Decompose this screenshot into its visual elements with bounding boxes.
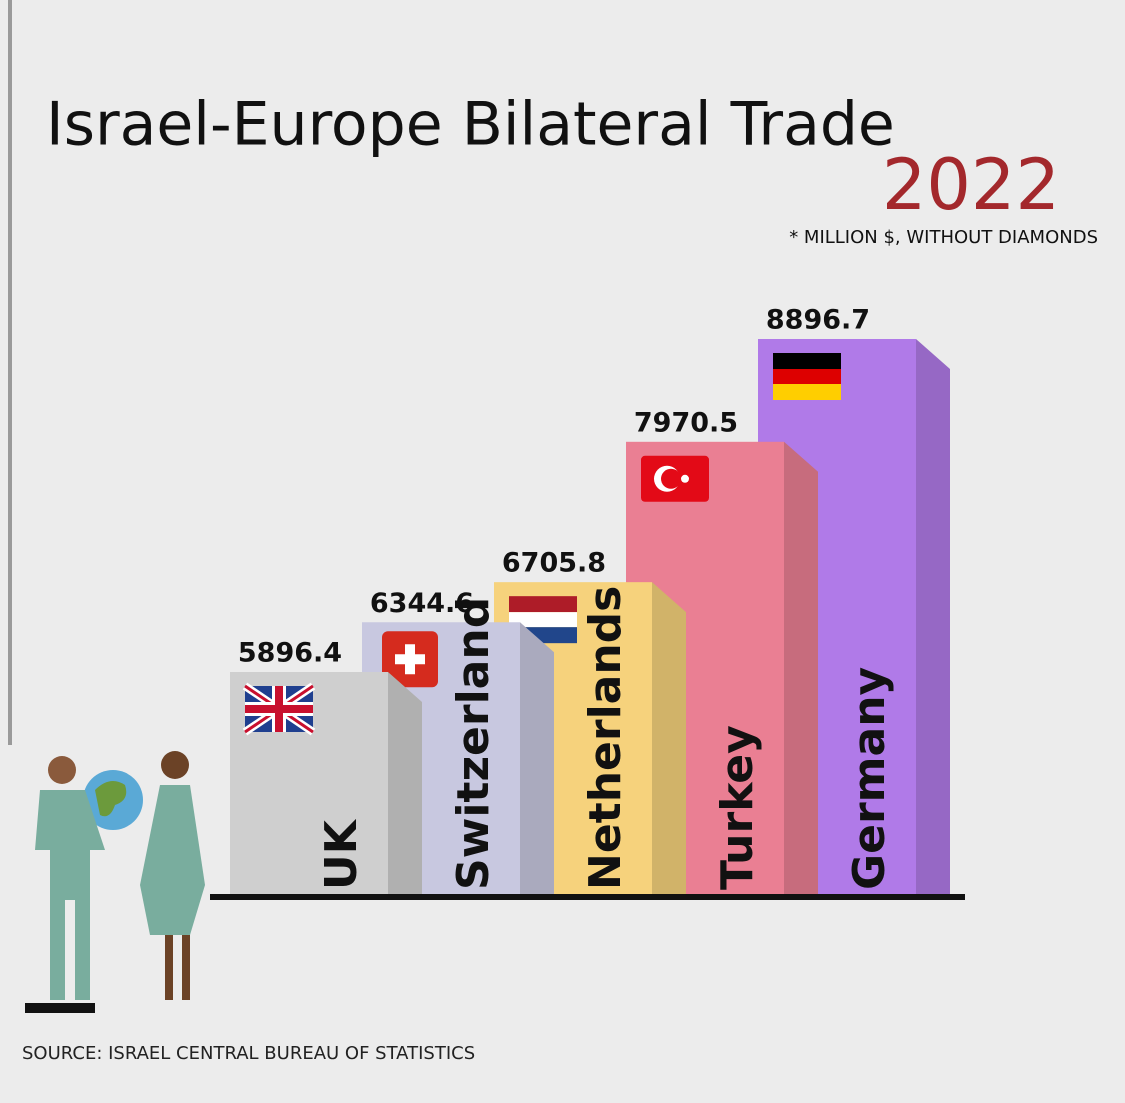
illustration (25, 751, 205, 1013)
person-head (161, 751, 189, 779)
value-label: 6344.6 (370, 588, 474, 619)
note: * MILLION $, WITHOUT DIAMONDS (789, 227, 1098, 248)
person-body (35, 790, 105, 1000)
bar-side (520, 622, 554, 894)
value-label: 8896.7 (766, 305, 870, 336)
category-label: Netherlands (580, 586, 631, 890)
value-label: 6705.8 (502, 548, 606, 579)
bar-side (652, 582, 686, 894)
flag (395, 654, 425, 665)
shoe (25, 1003, 60, 1013)
chart-title: Israel-Europe Bilateral Trade (46, 90, 895, 160)
category-label: Turkey (712, 725, 763, 890)
flag (509, 612, 577, 628)
flag (661, 468, 681, 489)
value-label: 7970.5 (634, 407, 738, 438)
flag (773, 353, 841, 369)
flag (773, 369, 841, 384)
scrollbar (8, 0, 12, 745)
baseline (210, 894, 965, 900)
person-body (140, 785, 205, 935)
flag (245, 705, 313, 713)
category-label: Switzerland (448, 597, 499, 890)
person-leg (182, 935, 190, 1000)
shoe (60, 1003, 95, 1013)
bar-side (784, 441, 818, 894)
flag (509, 596, 577, 613)
person-head (48, 756, 76, 784)
value-label: 5896.4 (238, 638, 342, 669)
bar-side (388, 672, 422, 894)
category-label: Germany (844, 667, 895, 890)
chart-subtitle: 2022 (882, 144, 1060, 226)
bar-side (916, 339, 950, 894)
source: SOURCE: ISRAEL CENTRAL BUREAU OF STATIST… (22, 1043, 475, 1064)
category-label: UK (316, 818, 367, 890)
globe-land (95, 781, 127, 817)
bars: 8896.7 Germany 7970.5 Turkey 6705.8 Netherlan… (230, 305, 950, 894)
flag (773, 384, 841, 400)
person-leg (165, 935, 173, 1000)
flag (681, 474, 689, 483)
